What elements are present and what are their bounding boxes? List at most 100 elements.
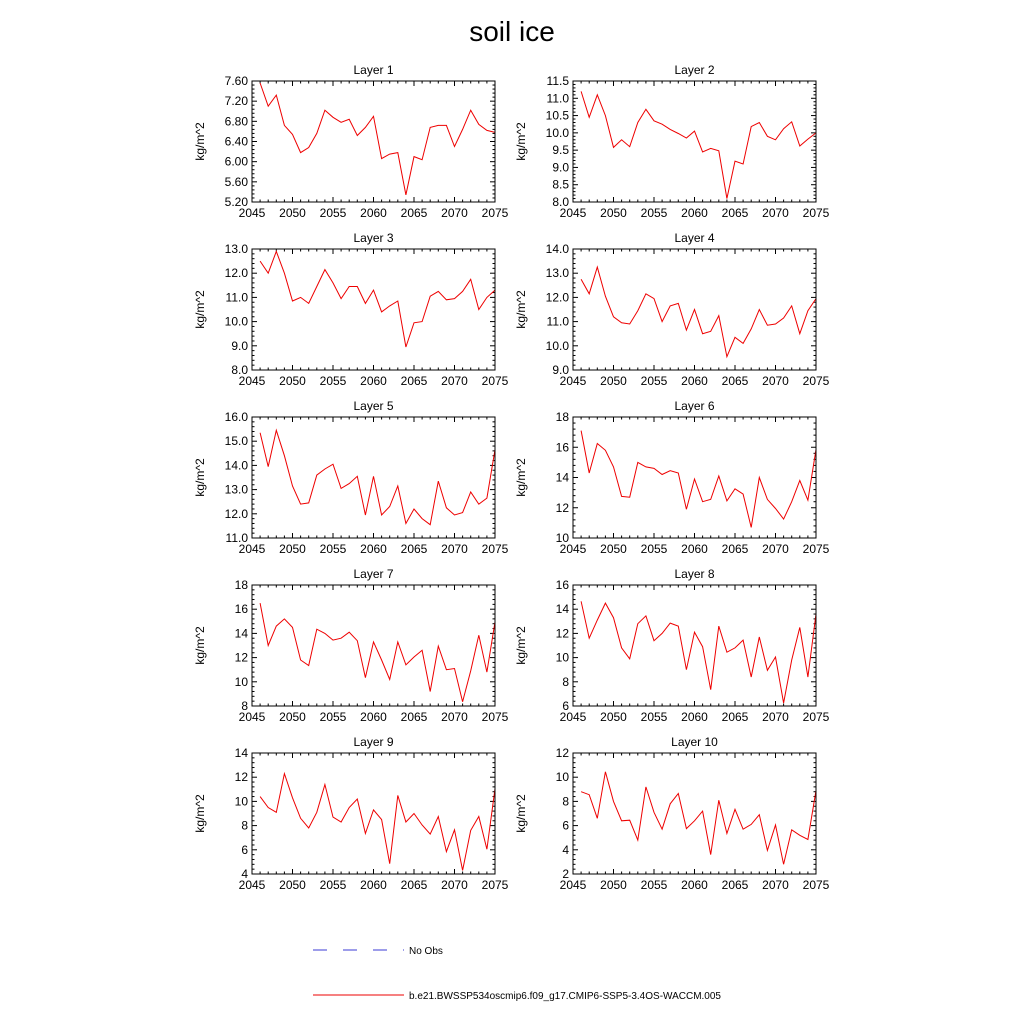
series-line	[259, 249, 496, 348]
y-tick-label: 13.0	[225, 483, 249, 497]
x-tick-label: 2045	[560, 542, 587, 556]
x-tick-label: 2050	[279, 206, 306, 220]
x-tick-label: 2075	[803, 206, 830, 220]
x-tick-label: 2050	[279, 878, 306, 892]
x-tick-label: 2050	[279, 710, 306, 724]
x-tick-label: 2065	[401, 710, 428, 724]
y-tick-label: 16	[556, 440, 570, 454]
x-tick-label: 2065	[401, 878, 428, 892]
y-tick-label: 7.60	[225, 74, 249, 88]
x-tick-label: 2075	[482, 710, 509, 724]
x-tick-label: 2055	[320, 374, 347, 388]
x-tick-label: 2055	[641, 710, 668, 724]
plot-frame	[572, 416, 817, 539]
panel-layer-4: Layer 4 kg/m^2 2045 2050 2055 2060 2065 2070 207…	[514, 231, 830, 388]
x-tick-label: 2060	[360, 206, 387, 220]
x-tick-label: 2065	[722, 710, 749, 724]
y-tick-label: 10.5	[546, 109, 570, 123]
x-tick-label: 2045	[560, 710, 587, 724]
legend-obs-label: No Obs	[409, 946, 443, 957]
y-tick-label: 6	[562, 819, 569, 833]
x-tick-label: 2060	[360, 710, 387, 724]
x-tick-label: 2075	[803, 710, 830, 724]
series-line	[580, 430, 817, 528]
x-tick-label: 2075	[803, 878, 830, 892]
plot-frame	[572, 80, 817, 203]
x-tick-label: 2070	[762, 878, 789, 892]
y-tick-label: 8	[562, 675, 569, 689]
series-line	[259, 82, 496, 196]
y-axis-label: kg/m^2	[514, 122, 528, 161]
y-tick-label: 9.5	[552, 143, 569, 157]
x-tick-label: 2055	[641, 542, 668, 556]
panel-layer-3: Layer 3 kg/m^2 2045 2050 2055 2060 2065 2070 207…	[193, 231, 509, 388]
y-axis-label: kg/m^2	[193, 290, 207, 329]
panel-title: Layer 3	[353, 231, 393, 245]
x-tick-label: 2065	[722, 542, 749, 556]
y-tick-label: 8.0	[552, 195, 569, 209]
x-tick-label: 2075	[482, 206, 509, 220]
x-tick-label: 2065	[722, 878, 749, 892]
y-tick-label: 12	[556, 501, 570, 515]
y-tick-label: 8	[562, 794, 569, 808]
x-tick-label: 2075	[803, 542, 830, 556]
panel-title: Layer 1	[353, 63, 393, 77]
y-tick-label: 10	[556, 770, 570, 784]
y-tick-label: 11.0	[226, 531, 249, 545]
y-tick-label: 10	[556, 531, 570, 545]
x-tick-label: 2070	[441, 878, 468, 892]
x-tick-label: 2045	[560, 374, 587, 388]
y-tick-label: 11.5	[547, 74, 570, 88]
y-tick-label: 4	[562, 843, 569, 857]
panel-title: Layer 8	[674, 567, 714, 581]
x-tick-label: 2055	[641, 878, 668, 892]
series-line	[259, 428, 496, 526]
x-tick-label: 2050	[600, 542, 627, 556]
y-tick-label: 16	[235, 602, 249, 616]
figure-title: soil ice	[469, 16, 555, 47]
y-tick-label: 12	[556, 746, 570, 760]
y-tick-label: 11.0	[547, 91, 570, 105]
panel-layer-7: Layer 7 kg/m^2 2045 2050 2055 2060 2065 2070 207…	[193, 567, 509, 724]
y-tick-label: 12	[556, 626, 570, 640]
x-tick-label: 2045	[239, 206, 266, 220]
series-line	[580, 91, 817, 199]
x-tick-label: 2050	[279, 374, 306, 388]
y-tick-label: 12	[235, 770, 249, 784]
x-tick-label: 2070	[762, 374, 789, 388]
x-tick-label: 2050	[279, 542, 306, 556]
y-tick-label: 6.40	[225, 135, 249, 149]
panel-title: Layer 9	[353, 735, 393, 749]
y-tick-label: 5.60	[225, 175, 249, 189]
x-tick-label: 2050	[600, 878, 627, 892]
x-tick-label: 2055	[320, 206, 347, 220]
x-tick-label: 2070	[441, 374, 468, 388]
x-tick-label: 2065	[401, 542, 428, 556]
x-tick-label: 2045	[560, 206, 587, 220]
panel-title: Layer 7	[353, 567, 393, 581]
panel-title: Layer 10	[671, 735, 718, 749]
x-tick-label: 2070	[762, 206, 789, 220]
y-axis-label: kg/m^2	[514, 458, 528, 497]
y-axis-label: kg/m^2	[514, 626, 528, 665]
plot-frame	[251, 80, 496, 203]
x-tick-label: 2060	[681, 878, 708, 892]
x-tick-label: 2070	[441, 206, 468, 220]
x-tick-label: 2060	[360, 542, 387, 556]
x-tick-label: 2060	[360, 374, 387, 388]
panel-layer-5: Layer 5 kg/m^2 2045 2050 2055 2060 2065 2070 207…	[193, 399, 509, 556]
y-tick-label: 16	[556, 578, 570, 592]
series-line	[259, 603, 496, 702]
x-tick-label: 2050	[600, 710, 627, 724]
y-tick-label: 14.0	[546, 242, 570, 256]
y-tick-label: 12	[235, 651, 249, 665]
plot-frame	[572, 584, 817, 707]
legend: No Obs b.e21.BWSSP534oscmip6.f09_g17.CMIP…	[313, 946, 721, 1002]
x-tick-label: 2075	[482, 374, 509, 388]
series-line	[580, 771, 817, 865]
panel-title: Layer 4	[674, 231, 714, 245]
y-tick-label: 13.0	[225, 242, 249, 256]
x-tick-label: 2065	[722, 374, 749, 388]
x-tick-label: 2055	[320, 878, 347, 892]
series-line	[580, 265, 817, 359]
